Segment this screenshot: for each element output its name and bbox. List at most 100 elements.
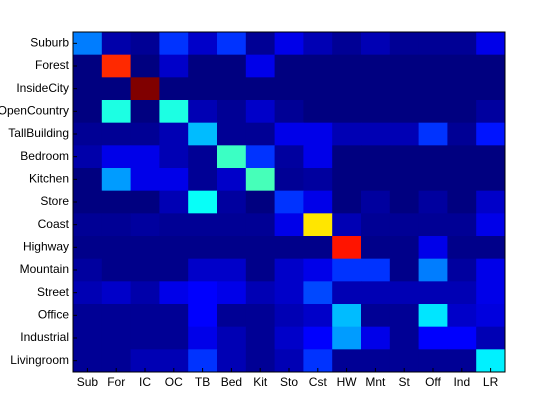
cell xyxy=(303,168,333,192)
cell xyxy=(188,258,218,282)
cell xyxy=(101,258,132,282)
y-tick-label: Kitchen xyxy=(29,172,69,186)
cell xyxy=(73,258,103,282)
x-tick-label: LR xyxy=(483,375,499,389)
cell xyxy=(447,213,477,237)
cell xyxy=(332,349,362,373)
cell xyxy=(130,32,160,56)
cell xyxy=(188,77,218,101)
cell xyxy=(389,54,420,78)
cell xyxy=(389,122,420,146)
cell xyxy=(245,190,276,214)
cell xyxy=(217,213,247,237)
cell xyxy=(274,236,304,260)
cell xyxy=(476,77,506,101)
cell xyxy=(447,326,477,350)
cell xyxy=(447,349,477,373)
cell xyxy=(303,100,333,124)
cell xyxy=(476,281,506,305)
cell xyxy=(274,190,304,214)
cell xyxy=(188,281,218,305)
cell xyxy=(361,190,391,214)
cell xyxy=(159,304,189,328)
cell xyxy=(447,190,477,214)
cell xyxy=(101,349,132,373)
cell xyxy=(418,304,448,328)
cell xyxy=(418,236,448,260)
cells xyxy=(73,32,506,373)
cell xyxy=(217,281,247,305)
cell xyxy=(130,213,160,237)
cell xyxy=(73,122,103,146)
cell xyxy=(101,32,132,56)
cell xyxy=(245,304,276,328)
x-tick-label: For xyxy=(107,375,125,389)
cell xyxy=(101,145,132,169)
cell xyxy=(73,145,103,169)
cell xyxy=(217,326,247,350)
cell xyxy=(447,304,477,328)
cell xyxy=(447,258,477,282)
cell xyxy=(73,349,103,373)
cell xyxy=(303,281,333,305)
cell xyxy=(476,349,506,373)
cell xyxy=(389,77,420,101)
cell xyxy=(476,54,506,78)
cell xyxy=(476,304,506,328)
cell xyxy=(303,304,333,328)
cell xyxy=(274,304,304,328)
cell xyxy=(361,168,391,192)
cell xyxy=(361,281,391,305)
cell xyxy=(217,168,247,192)
y-tick-label: Bedroom xyxy=(20,149,69,163)
cell xyxy=(101,100,132,124)
cell xyxy=(188,349,218,373)
cell xyxy=(188,168,218,192)
cell xyxy=(274,77,304,101)
cell xyxy=(418,168,448,192)
cell xyxy=(159,190,189,214)
cell xyxy=(73,77,103,101)
cell xyxy=(361,54,391,78)
cell xyxy=(188,122,218,146)
cell xyxy=(188,54,218,78)
y-tick-label: Street xyxy=(37,285,70,299)
cell xyxy=(73,281,103,305)
cell xyxy=(130,258,160,282)
cell xyxy=(418,145,448,169)
cell xyxy=(245,213,276,237)
cell xyxy=(159,32,189,56)
cell xyxy=(303,349,333,373)
cell xyxy=(389,281,420,305)
cell xyxy=(332,32,362,56)
cell xyxy=(159,54,189,78)
cell xyxy=(159,213,189,237)
cell xyxy=(274,145,304,169)
cell xyxy=(418,326,448,350)
y-tick-label: Forest xyxy=(35,58,70,72)
cell xyxy=(418,54,448,78)
cell xyxy=(274,258,304,282)
cell xyxy=(418,122,448,146)
cell xyxy=(418,32,448,56)
cell xyxy=(361,326,391,350)
cell xyxy=(361,258,391,282)
cell xyxy=(217,32,247,56)
cell xyxy=(73,304,103,328)
cell xyxy=(101,190,132,214)
cell xyxy=(274,281,304,305)
cell xyxy=(101,304,132,328)
cell xyxy=(418,281,448,305)
cell xyxy=(101,77,132,101)
cell xyxy=(303,145,333,169)
cell xyxy=(447,236,477,260)
cell xyxy=(101,168,132,192)
cell xyxy=(447,122,477,146)
cell xyxy=(447,54,477,78)
y-tick-label: Store xyxy=(40,194,69,208)
cell xyxy=(274,32,304,56)
cell xyxy=(418,349,448,373)
cell xyxy=(447,281,477,305)
x-tick-label: Sub xyxy=(77,375,99,389)
